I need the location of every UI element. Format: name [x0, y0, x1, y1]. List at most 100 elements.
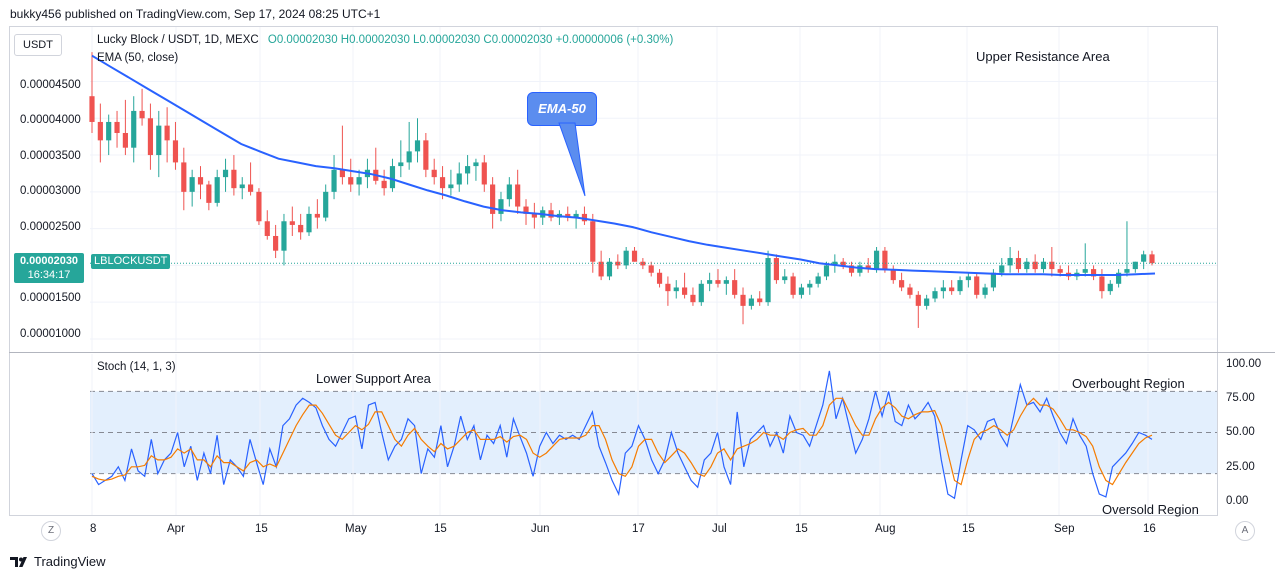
candle-body	[264, 221, 270, 236]
candle-body	[473, 162, 479, 167]
candle-body	[139, 110, 145, 119]
candle-body	[798, 287, 805, 295]
candle-body	[89, 96, 95, 122]
last-price: 0.00002030	[19, 255, 79, 267]
candle-body	[531, 213, 537, 218]
candle-body	[815, 276, 821, 284]
ema-callout: EMA-50	[527, 92, 597, 126]
price-label: 0.00004500	[20, 79, 81, 91]
candle-body	[331, 169, 337, 192]
candle-body	[1116, 272, 1122, 284]
candle-body	[131, 110, 137, 148]
candle-body	[565, 213, 571, 218]
candle-body	[97, 121, 103, 141]
symbol-title[interactable]: Lucky Block / USDT, 1D, MEXC	[97, 34, 259, 46]
candle-body	[957, 280, 963, 292]
candle-body	[456, 173, 462, 185]
candle-body	[1107, 283, 1113, 292]
candle-body	[548, 210, 554, 218]
stoch-legend[interactable]: Stoch (14, 1, 3)	[97, 361, 176, 373]
candle-body	[740, 294, 746, 306]
ohlc-values: O0.00002030 H0.00002030 L0.00002030 C0.0…	[267, 34, 674, 46]
ema-callout-pointer	[558, 122, 586, 197]
candle-body	[715, 280, 721, 284]
candle-body	[665, 283, 671, 292]
candle-body	[1049, 261, 1055, 270]
candle-body	[448, 184, 454, 189]
candle-body	[1099, 276, 1105, 292]
candle-body	[581, 213, 588, 222]
candle-body	[172, 140, 179, 163]
candle-body	[1132, 261, 1138, 270]
price-label: 0.00003000	[20, 185, 81, 197]
candle-body	[648, 265, 654, 273]
price-axis-separator	[1217, 26, 1218, 516]
time-label: 16	[1143, 523, 1156, 535]
candle-body	[423, 140, 429, 170]
candle-body	[631, 250, 638, 262]
candle-body	[414, 140, 421, 152]
candle-body	[949, 287, 955, 292]
candle-body	[990, 272, 997, 288]
currency-button[interactable]: USDT	[14, 34, 62, 56]
candle-body	[431, 169, 437, 178]
candle-body	[940, 287, 946, 292]
time-label: May	[345, 523, 367, 535]
candle-body	[256, 191, 262, 222]
pane-separator[interactable]	[9, 352, 1275, 353]
candle-body	[682, 287, 688, 295]
candle-body	[389, 166, 396, 189]
candle-body	[623, 250, 629, 266]
auto-scale-button[interactable]: A	[1235, 521, 1255, 541]
time-label: Apr	[167, 523, 185, 535]
candle-body	[114, 121, 120, 133]
candle-body	[348, 177, 354, 185]
candle-body	[690, 294, 696, 303]
candle-body	[339, 169, 345, 178]
candle-body	[748, 298, 754, 306]
candle-body	[239, 184, 245, 189]
stoch-axis-label: 50.00	[1226, 426, 1255, 438]
time-label: 15	[795, 523, 808, 535]
candle-body	[515, 184, 521, 207]
candle-body	[782, 276, 788, 281]
candle-body	[222, 169, 229, 178]
candle-body	[273, 235, 279, 251]
candle-body	[289, 221, 295, 225]
publisher-header: bukky456 published on TradingView.com, S…	[10, 7, 381, 21]
candle-body	[465, 166, 471, 174]
candle-body	[122, 132, 128, 148]
candle-body	[823, 265, 830, 277]
candle-body	[523, 206, 529, 214]
last-price-tag: 0.00002030 16:34:17	[14, 253, 84, 283]
candle-body	[773, 258, 779, 281]
candle-body	[807, 283, 813, 288]
candle-body	[656, 272, 663, 284]
candle-body	[598, 261, 604, 277]
lower-support-label: Lower Support Area	[316, 371, 431, 386]
candle-body	[857, 265, 863, 273]
time-label: 8	[90, 523, 97, 535]
candle-body	[698, 283, 704, 303]
candle-body	[882, 250, 888, 270]
candle-body	[982, 287, 988, 295]
price-label: 0.00001500	[20, 292, 81, 304]
zoom-reset-button[interactable]: Z	[41, 521, 61, 541]
candle-body	[1082, 269, 1088, 273]
ema-legend[interactable]: EMA (50, close)	[97, 52, 179, 64]
candle-body	[590, 221, 596, 262]
candle-body	[1015, 258, 1022, 270]
time-label: 15	[434, 523, 447, 535]
price-label: 0.00001000	[20, 328, 81, 340]
candle-body	[899, 280, 905, 288]
tradingview-footer[interactable]: TradingView	[10, 554, 106, 569]
candle-body	[974, 276, 980, 295]
candle-body	[164, 125, 170, 141]
time-label: Jun	[531, 523, 550, 535]
time-label: Aug	[875, 523, 896, 535]
candle-body	[757, 298, 763, 303]
stoch-d-line	[91, 397, 1153, 486]
candle-body	[907, 287, 913, 295]
candle-body	[306, 213, 312, 233]
candle-body	[673, 287, 679, 292]
